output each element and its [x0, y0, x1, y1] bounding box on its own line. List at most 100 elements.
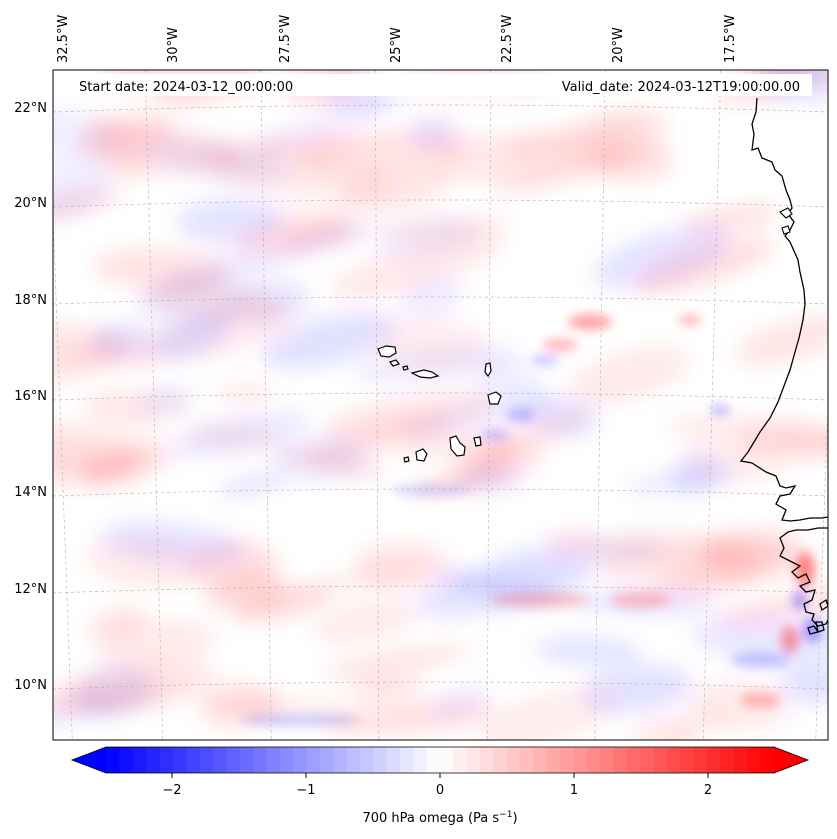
colorbar-label: 700 hPa omega (Pa s−1) — [362, 810, 517, 826]
omega-blob — [593, 225, 731, 289]
omega-blob — [84, 537, 203, 590]
omega-blob — [734, 315, 828, 366]
omega-blob — [504, 110, 651, 158]
island-sal — [484, 362, 492, 378]
bissagos-islands — [779, 207, 793, 235]
colorbar-step — [546, 747, 561, 773]
parallel-line — [53, 104, 828, 113]
island-boa-vista — [487, 391, 502, 405]
longitude-labels: 32.5°W 30°W 27.5°W 25°W 22.5°W 20°W 17.5… — [56, 15, 738, 63]
island-santiago — [449, 435, 466, 457]
island-sao-nicolau — [410, 369, 440, 379]
omega-feature — [740, 692, 780, 708]
colorbar-step — [212, 747, 227, 773]
colorbar-step — [279, 747, 294, 773]
omega-blob — [232, 209, 353, 256]
colorbar-step — [306, 747, 321, 773]
omega-feature — [481, 429, 509, 441]
omega-blob — [291, 222, 373, 254]
omega-blob — [260, 312, 399, 369]
omega-blob — [349, 675, 423, 699]
omega-blob — [215, 383, 275, 404]
omega-feature — [610, 592, 670, 608]
omega-blob — [260, 133, 356, 158]
omega-field-detail — [240, 314, 822, 726]
colorbar-step — [640, 747, 655, 773]
omega-feature — [240, 714, 360, 726]
colorbar-step — [199, 747, 214, 773]
omega-blob — [323, 391, 496, 441]
colorbar-extend-max — [774, 747, 808, 773]
omega-blob — [354, 540, 452, 590]
colorbar: −2 −1 0 1 2 700 hPa omega (Pa s−1) — [70, 746, 810, 826]
lon-label: 30°W — [166, 27, 181, 63]
lat-label: 10°N — [14, 678, 47, 693]
colorbar-tick: −1 — [296, 783, 315, 798]
omega-feature — [531, 354, 559, 366]
parallel-line — [53, 392, 828, 401]
omega-feature — [390, 484, 470, 496]
omega-blob — [778, 662, 828, 705]
omega-blob — [150, 313, 234, 360]
colorbar-step — [560, 747, 575, 773]
omega-blob — [96, 620, 217, 668]
cape-verde-islands — [377, 345, 502, 463]
colorbar-step — [720, 747, 735, 773]
omega-blob — [458, 466, 525, 493]
valid-date-label: Valid_date: 2024-03-12T19:00:00.00 — [562, 80, 800, 95]
colorbar-step — [680, 747, 695, 773]
colorbar-step — [466, 747, 481, 773]
colorbar-tick: 1 — [570, 783, 578, 798]
omega-blob — [53, 190, 123, 223]
lat-label: 18°N — [14, 293, 47, 308]
omega-feature — [710, 404, 730, 416]
colorbar-step — [493, 747, 508, 773]
colorbar-step — [186, 747, 201, 773]
omega-feature — [780, 626, 800, 654]
omega-blob — [80, 443, 173, 487]
omega-blob — [670, 452, 724, 493]
omega-blob — [562, 112, 672, 167]
omega-blob — [408, 115, 459, 150]
parallel-line — [53, 681, 828, 690]
graticule — [53, 70, 828, 740]
omega-feature — [542, 338, 578, 352]
colorbar-step — [707, 747, 722, 773]
omega-blob — [329, 231, 506, 300]
parallel-line — [53, 585, 828, 594]
omega-blob — [73, 126, 241, 174]
colorbar-step — [506, 747, 521, 773]
omega-blob — [476, 688, 618, 740]
colorbar-tick: 0 — [436, 783, 444, 798]
omega-feature — [792, 590, 808, 610]
colorbar-step — [359, 747, 374, 773]
omega-blob — [663, 707, 735, 739]
island-santo-antao — [377, 345, 397, 358]
colorbar-step — [533, 747, 548, 773]
colorbar-step — [386, 747, 401, 773]
island-santa-luzia — [402, 365, 409, 371]
omega-blob — [566, 346, 690, 406]
africa-coastline-south — [779, 527, 828, 635]
colorbar-tick: −2 — [162, 783, 181, 798]
lat-label: 14°N — [14, 485, 47, 500]
parallel-line — [53, 488, 828, 497]
colorbar-step — [413, 747, 428, 773]
omega-blob — [681, 205, 779, 234]
colorbar-step — [440, 747, 454, 773]
colorbar-step — [613, 747, 628, 773]
omega-blob — [322, 646, 472, 676]
omega-feature — [730, 652, 790, 668]
omega-blob — [432, 685, 493, 719]
lat-label: 22°N — [14, 101, 47, 116]
omega-feature — [490, 592, 590, 608]
omega-blob — [523, 396, 600, 437]
colorbar-step — [226, 747, 241, 773]
lon-label: 17.5°W — [723, 15, 738, 63]
colorbar-steps — [106, 747, 775, 773]
omega-blob — [53, 661, 218, 714]
colorbar-step — [426, 747, 441, 773]
colorbar-step — [667, 747, 681, 773]
lon-label: 20°W — [611, 27, 626, 63]
colorbar-step — [627, 747, 641, 773]
